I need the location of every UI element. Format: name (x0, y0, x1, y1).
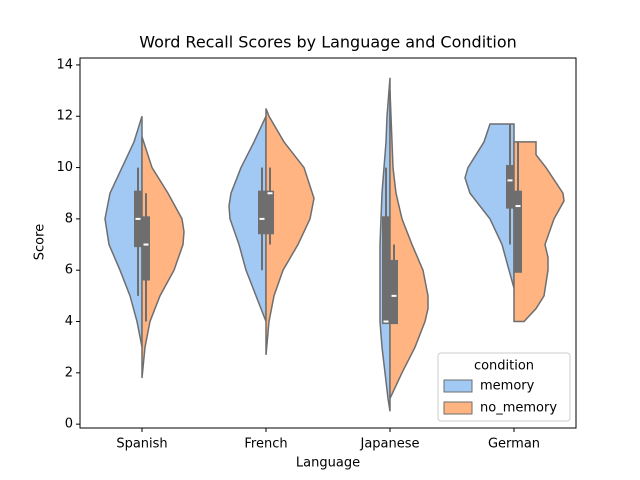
x-axis-title: Language (296, 456, 360, 471)
x-tick-label: Japanese (359, 437, 419, 452)
x-tick-label: French (244, 437, 287, 452)
y-tick-label: 0 (65, 417, 73, 432)
plot-area (104, 77, 565, 412)
y-tick-label: 2 (65, 365, 73, 380)
y-tick-label: 12 (56, 109, 73, 124)
axes-frame (79, 57, 577, 429)
box (382, 216, 390, 325)
box (258, 190, 266, 235)
y-tick-label: 14 (56, 57, 73, 72)
chart-title: Word Recall Scores by Language and Condi… (139, 33, 517, 52)
legend-swatch (443, 401, 473, 415)
y-tick-label: 6 (65, 263, 73, 278)
x-tick-label: German (488, 437, 540, 452)
violin-half (228, 115, 267, 322)
box (506, 164, 514, 209)
violin-half (141, 136, 185, 379)
box (390, 259, 398, 325)
violin-half (104, 116, 143, 348)
legend-title: condition (474, 359, 534, 374)
box (514, 190, 522, 273)
violin-half (389, 90, 429, 399)
violin-half (464, 123, 515, 289)
box (142, 216, 150, 281)
box (266, 190, 274, 235)
legend-label: memory (480, 379, 535, 394)
violin-half (513, 141, 565, 323)
violin-half (265, 108, 315, 355)
y-tick-label: 8 (65, 211, 73, 226)
legend-swatch (443, 379, 473, 393)
y-axis-title: Score (33, 224, 48, 260)
y-tick-label: 4 (65, 314, 73, 329)
x-tick-label: Spanish (116, 437, 167, 452)
legend-label: no_memory (480, 401, 557, 416)
y-tick-label: 10 (56, 160, 73, 175)
